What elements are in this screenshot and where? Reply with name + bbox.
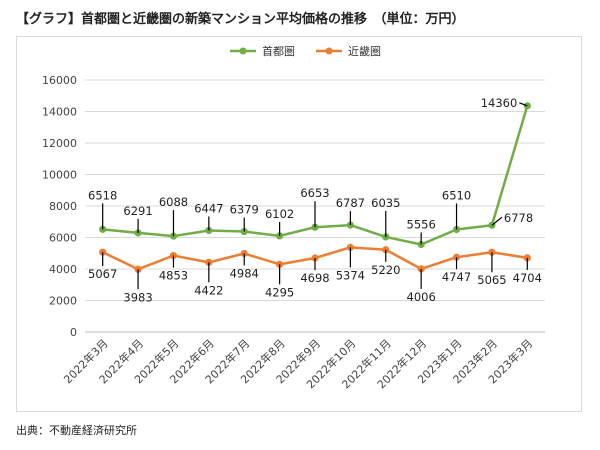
kinkiken-point [99,248,107,256]
kinkiken-data-label: 4698 [300,271,329,285]
source-note: 出典：不動産経済研究所 [16,424,137,437]
shutoken-leader-line [519,102,528,107]
kinkiken-data-label: 5220 [371,263,400,277]
kinkiken-data-label: 4006 [407,290,436,304]
shutoken-point [523,102,531,110]
y-tick-label: 12000 [42,137,77,150]
shutoken-data-label: 6447 [194,201,223,215]
kinkiken-data-label: 4853 [159,269,188,283]
kinkiken-data-label: 4422 [194,283,223,297]
chart-frame [16,36,582,412]
y-tick-label: 4000 [49,263,77,276]
shutoken-data-label: 6102 [265,207,294,221]
kinkiken-data-label: 5374 [336,268,365,282]
y-tick-label: 0 [70,326,77,339]
legend-swatch-marker [239,47,247,55]
shutoken-data-label: 6035 [371,196,400,210]
shutoken-data-label: 6088 [159,195,188,209]
kinkiken-data-label: 5065 [477,273,506,287]
kinkiken-data-label: 4747 [442,270,471,284]
shutoken-data-label: 6291 [123,204,152,218]
legend-label: 近畿圏 [348,44,381,58]
shutoken-data-label: 6787 [336,196,365,210]
kinkiken-point [240,249,248,258]
shutoken-data-label: 6379 [230,203,259,217]
y-tick-label: 16000 [42,74,77,87]
kinkiken-data-label: 5067 [88,267,117,281]
chart-title: 【グラフ】首都圏と近畿圏の新築マンション平均価格の推移 （単位：万円） [16,12,465,27]
kinkiken-data-label: 4295 [265,285,294,299]
y-tick-label: 10000 [42,169,77,182]
y-tick-label: 14000 [42,106,77,119]
shutoken-data-label: 6653 [300,186,329,200]
kinkiken-data-label: 4984 [230,267,259,281]
kinkiken-data-label: 4704 [513,271,542,285]
shutoken-data-label: 6510 [442,188,471,202]
y-tick-label: 8000 [49,200,77,213]
legend-label: 首都圏 [262,44,295,58]
shutoken-data-label: 6778 [504,211,533,225]
shutoken-data-label: 6518 [88,188,117,202]
shutoken-data-label: 14360 [481,96,518,110]
kinkiken-data-label: 3983 [123,290,152,304]
y-tick-label: 2000 [49,295,77,308]
legend-swatch-marker [325,47,333,55]
shutoken-data-label: 5556 [407,217,436,231]
y-tick-label: 6000 [49,232,77,245]
shutoken-leader-line [491,216,503,226]
